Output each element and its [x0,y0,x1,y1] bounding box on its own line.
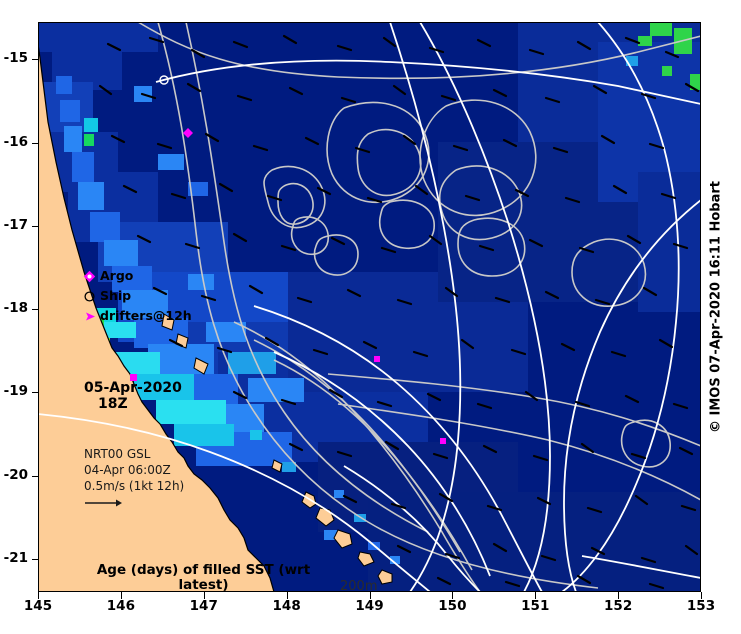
x-axis-label: 146 [106,598,135,614]
y-axis-tick [32,392,39,394]
colorbar: Age (days) of filled SST (wrt latest) 00… [80,562,327,593]
x-axis-tick [120,592,122,599]
y-axis-tick [32,59,39,61]
legend-label-drifters: drifters@12h [100,308,192,323]
bathymetry-contours [38,22,701,592]
credit-text: © IMOS 07-Apr-2020 16:11 Hobart [708,180,724,434]
y-axis-tick [32,225,39,227]
x-axis-tick [286,592,288,599]
y-axis-label: -19 [3,383,28,400]
timestamp-block: 05-Apr-2020 18Z [84,380,182,412]
legend-item-drifters: drifters@12h [78,306,192,326]
legend-item-argo: Argo [78,266,192,286]
argo-marker [183,128,193,138]
y-axis-tick [32,475,39,477]
y-axis-tick [32,309,39,311]
x-axis-label: 151 [521,598,550,614]
x-axis-label: 150 [438,598,467,614]
arrow-right-icon [84,496,184,512]
platform-legend: Argo Ship drifters@12h [78,266,192,326]
x-axis-tick [203,592,205,599]
y-axis-label: -17 [3,216,28,233]
x-axis-tick [701,592,702,599]
ship-circle-icon [78,290,100,303]
current-vectors [98,34,700,590]
model-info-block: NRT00 GSL 04-Apr 06:00Z 0.5m/s (1kt 12h) [84,446,184,512]
bathy-label-200m: 200m [340,579,378,592]
y-axis-label: -18 [3,300,28,317]
legend-label-argo: Argo [100,268,134,283]
x-axis-tick [535,592,537,599]
platform-markers[interactable] [38,22,701,592]
argo-diamond-icon [78,270,100,283]
x-axis-tick [38,592,39,599]
x-axis-label: 147 [189,598,218,614]
y-axis-label: -15 [3,50,28,67]
y-axis-tick [32,558,39,560]
model-vector-scale: 0.5m/s (1kt 12h) [84,479,185,493]
colorbar-title: Age (days) of filled SST (wrt latest) [96,562,311,593]
map-plot-area[interactable]: Argo Ship drifters@12h [38,22,701,592]
bathymetry-legend: 200m 1000m [340,579,402,592]
x-axis-label: 145 [23,598,53,614]
y-axis-label: -20 [3,466,28,483]
y-axis-label: -16 [3,133,28,150]
x-axis-label: 148 [272,598,301,614]
x-axis-label: 153 [686,598,716,614]
model-source: NRT00 GSL [84,447,151,461]
ship-marker [159,75,169,85]
x-axis-tick [618,592,620,599]
x-axis-label: 152 [604,598,633,614]
x-axis-tick [369,592,371,599]
drifter-marker [130,356,446,444]
timestamp-date: 05-Apr-2020 [84,380,182,396]
drifter-arrow-icon [78,310,100,323]
timestamp-hour: 18Z [98,396,128,412]
y-axis-label: -21 [3,549,28,566]
x-axis-tick [452,592,454,599]
legend-label-ship: Ship [100,288,132,303]
x-axis-label: 149 [355,598,384,614]
legend-item-ship: Ship [78,286,192,306]
model-valid-time: 04-Apr 06:00Z [84,463,171,477]
y-axis-tick [32,142,39,144]
